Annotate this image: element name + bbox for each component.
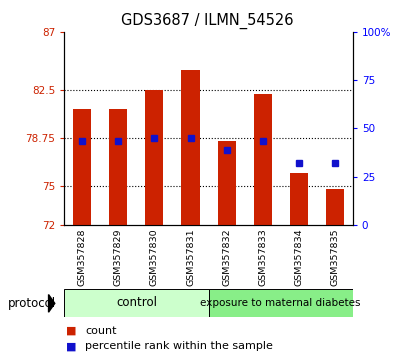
Bar: [209, 289, 353, 317]
Bar: [181, 70, 200, 225]
Text: GSM357834: GSM357834: [294, 228, 303, 286]
Text: GSM357835: GSM357835: [330, 228, 339, 286]
Bar: [326, 189, 344, 225]
Bar: [290, 173, 308, 225]
Text: control: control: [116, 296, 157, 309]
Text: GDS3687 / ILMN_54526: GDS3687 / ILMN_54526: [121, 12, 294, 29]
Text: GSM357828: GSM357828: [78, 228, 87, 286]
Polygon shape: [49, 295, 55, 312]
Text: exposure to maternal diabetes: exposure to maternal diabetes: [200, 298, 361, 308]
Text: GSM357832: GSM357832: [222, 228, 231, 286]
Text: ■: ■: [66, 326, 77, 336]
Text: GSM357831: GSM357831: [186, 228, 195, 286]
Bar: [110, 109, 127, 225]
Bar: [73, 109, 91, 225]
Text: count: count: [85, 326, 117, 336]
Text: percentile rank within the sample: percentile rank within the sample: [85, 341, 273, 351]
Text: GSM357830: GSM357830: [150, 228, 159, 286]
Bar: [64, 289, 209, 317]
Text: GSM357833: GSM357833: [258, 228, 267, 286]
Text: protocol: protocol: [8, 297, 56, 310]
Text: ■: ■: [66, 341, 77, 351]
Text: GSM357829: GSM357829: [114, 228, 123, 286]
Bar: [254, 93, 272, 225]
Bar: [145, 90, 164, 225]
Bar: [217, 141, 236, 225]
